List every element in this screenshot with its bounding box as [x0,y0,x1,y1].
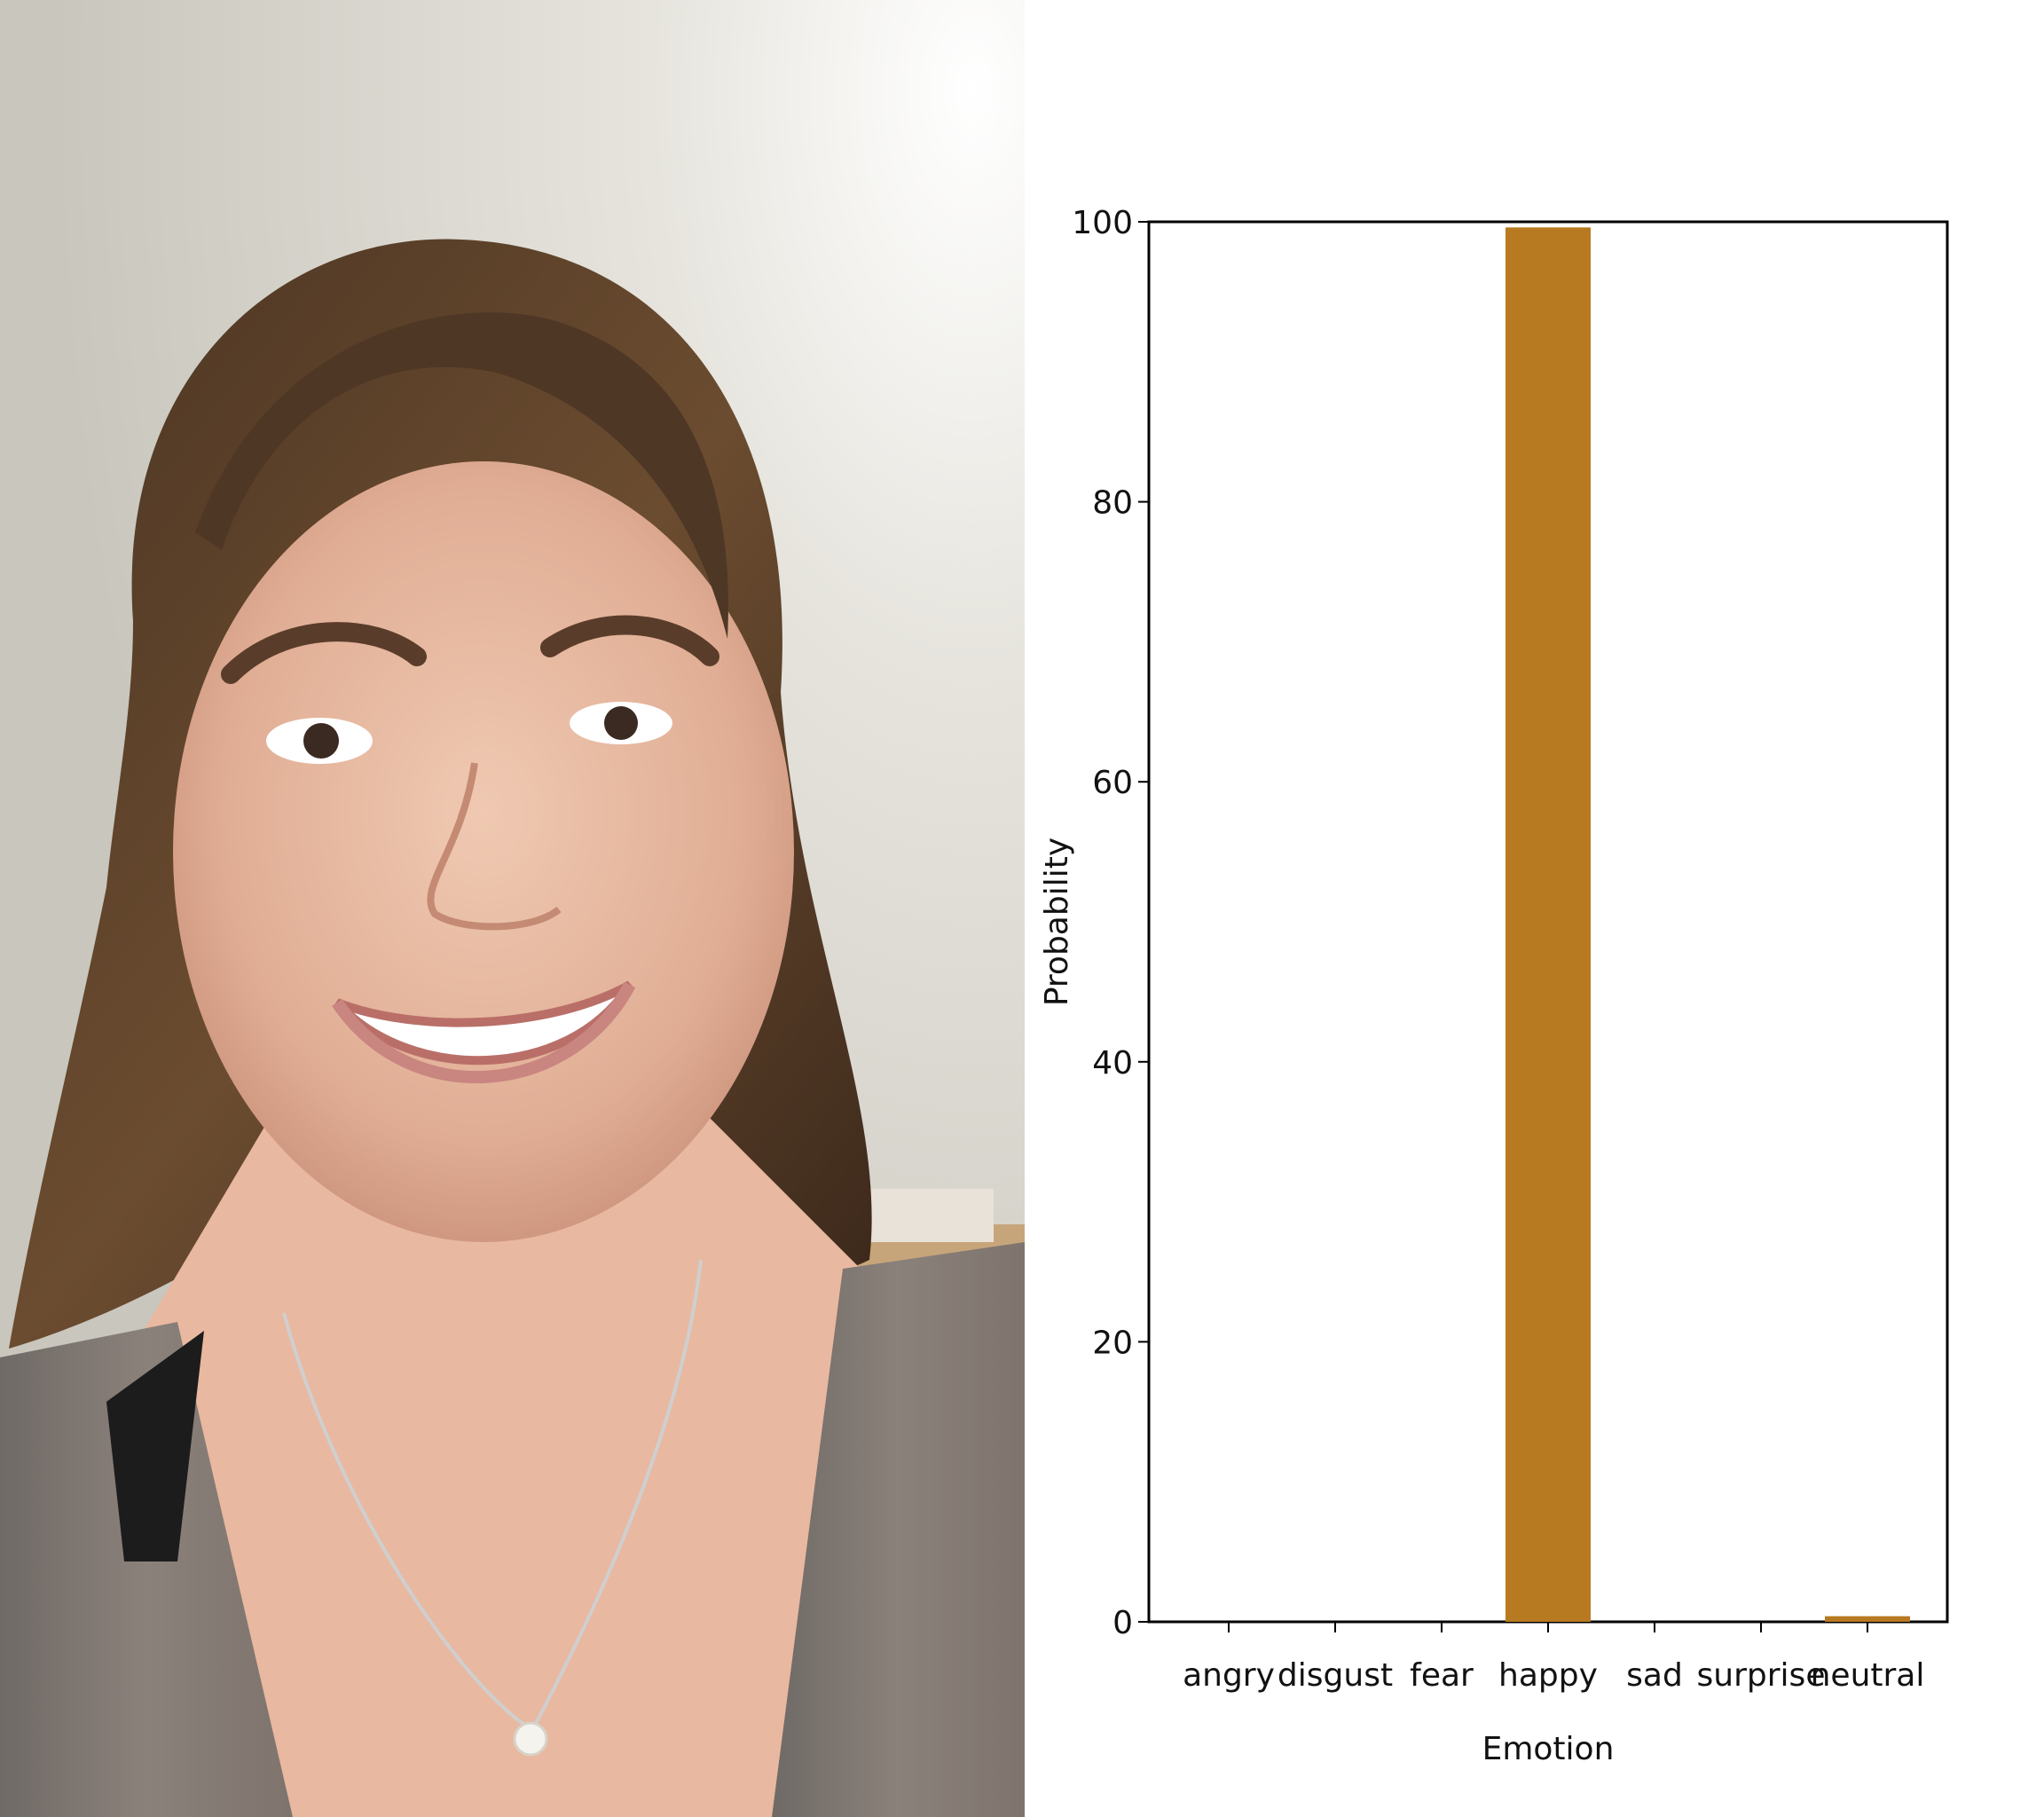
y-tick-label: 40 [1092,1045,1133,1082]
x-tick-label-surprise: surprise [1697,1657,1826,1694]
portrait-photo [0,0,1025,1817]
portrait-photo-illustration [0,0,1025,1817]
bars [1505,227,1910,1622]
y-tick-label: 0 [1112,1605,1133,1641]
bar-neutral [1825,1616,1910,1622]
x-tick-label-disgust: disgust [1278,1657,1393,1694]
x-tick-label-happy: happy [1498,1657,1598,1694]
x-tick-label-sad: sad [1626,1657,1683,1694]
x-tick-label-neutral: neutral [1811,1657,1925,1694]
bar-happy [1505,227,1591,1622]
y-tick-label: 60 [1092,765,1133,801]
x-tick-label-fear: fear [1410,1657,1474,1694]
y-tick-label: 80 [1092,485,1133,522]
x-axis-label: Emotion [1482,1731,1615,1767]
emotion-bar-chart: 0 20 40 60 80 100 angry disgust fear happy sad sur… [1025,0,2044,1817]
y-tick-label: 20 [1092,1325,1133,1361]
y-axis-label: Probability [1039,838,1075,1006]
x-tick-label-angry: angry [1183,1657,1275,1694]
y-tick-label: 100 [1072,205,1133,241]
chart-svg: 0 20 40 60 80 100 angry disgust fear happy sad sur… [1039,205,1949,1767]
y-axis-ticks: 0 20 40 60 80 100 [1072,205,1149,1641]
